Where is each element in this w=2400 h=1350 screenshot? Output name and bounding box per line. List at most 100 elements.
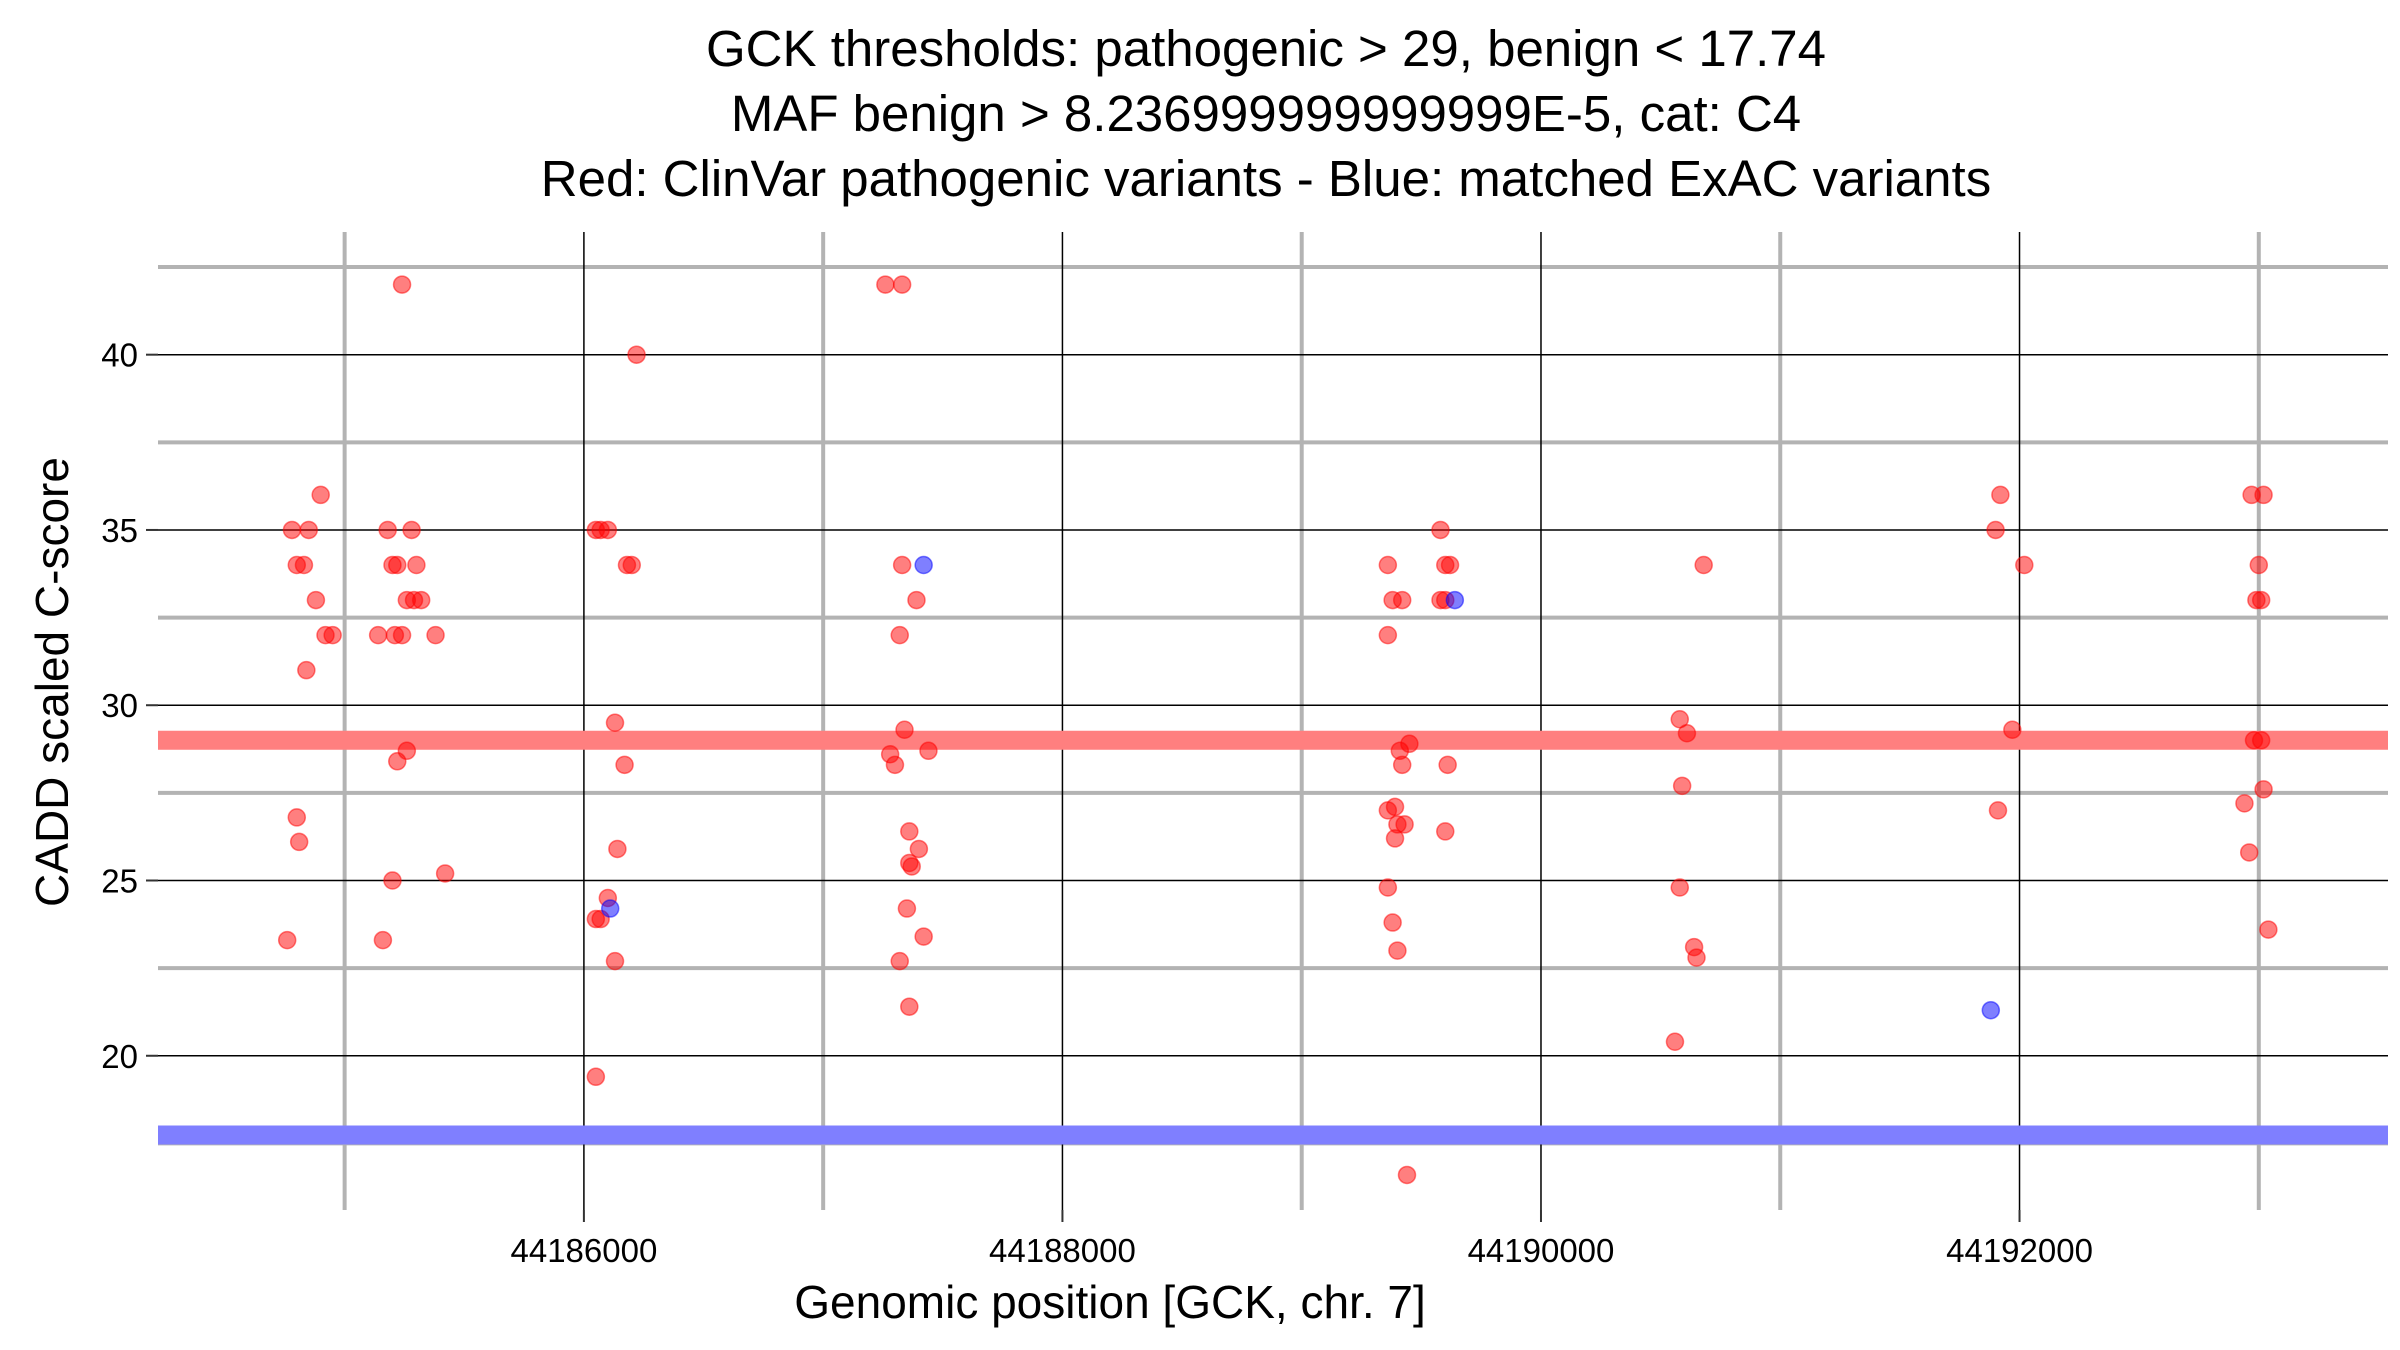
clinvar-pathogenic-variants-point [435, 864, 455, 883]
clinvar-pathogenic-variants-point [897, 899, 917, 918]
clinvar-pathogenic-variants-point [605, 713, 625, 733]
clinvar-pathogenic-variants-point [900, 997, 919, 1016]
x-tick-label: 44188000 [989, 1232, 1136, 1269]
x-axis-label: Genomic position [GCK, chr. 7] [794, 1276, 1426, 1328]
clinvar-pathogenic-variants-point [892, 275, 912, 294]
clinvar-pathogenic-variants-point [890, 951, 909, 971]
clinvar-pathogenic-variants-point [2249, 555, 2269, 575]
clinvar-pathogenic-variants-point [368, 625, 388, 645]
x-tick-label: 44186000 [510, 1232, 657, 1269]
clinvar-pathogenic-variants-point [885, 755, 905, 775]
clinvar-pathogenic-variants-point [1677, 724, 1697, 743]
clinvar-pathogenic-variants-point [1988, 801, 2008, 820]
clinvar-pathogenic-variants-point [2239, 843, 2259, 862]
clinvar-pathogenic-variants-point [287, 808, 307, 827]
clinvar-pathogenic-variants-point [1670, 878, 1690, 897]
clinvar-pathogenic-variants-point [378, 520, 397, 540]
clinvar-pathogenic-variants-point [385, 625, 405, 645]
clinvar-pathogenic-variants-point [402, 520, 421, 540]
clinvar-pathogenic-variants-point [919, 741, 938, 761]
clinvar-pathogenic-variants-point [1378, 555, 1398, 575]
clinvar-pathogenic-variants-point [1986, 520, 2005, 540]
clinvar-pathogenic-variants-point [2015, 555, 2034, 575]
clinvar-pathogenic-variants-point [2254, 485, 2273, 505]
data-points [277, 275, 2278, 1185]
clinvar-pathogenic-variants-point [890, 625, 909, 645]
clinvar-pathogenic-variants-point [622, 555, 642, 575]
clinvar-pathogenic-variants-point [876, 275, 895, 294]
x-axis-ticks: 44186000 44188000 44190000 44192000 [510, 1210, 2093, 1269]
clinvar-pathogenic-variants-point [426, 625, 445, 645]
clinvar-pathogenic-variants-point [2259, 920, 2278, 939]
clinvar-pathogenic-variants-point [608, 839, 627, 859]
clinvar-pathogenic-variants-point [297, 660, 316, 680]
clinvar-pathogenic-variants-point [392, 275, 412, 294]
y-axis-ticks: 20 25 30 35 40 [101, 337, 158, 1075]
y-tick-label: 20 [101, 1038, 138, 1075]
clinvar-pathogenic-variants-point [1397, 1165, 1417, 1185]
clinvar-pathogenic-variants-point [2003, 720, 2022, 740]
major-gridlines [158, 232, 2388, 1210]
clinvar-pathogenic-variants-point [902, 857, 921, 876]
clinvar-pathogenic-variants-point [323, 625, 342, 645]
clinvar-pathogenic-variants-point [892, 555, 912, 575]
clinvar-pathogenic-variants-point [900, 822, 919, 841]
clinvar-pathogenic-variants-point [282, 520, 302, 540]
clinvar-pathogenic-variants-point [2254, 780, 2273, 799]
clinvar-pathogenic-variants-point [909, 839, 929, 859]
clinvar-pathogenic-variants-point [411, 590, 431, 610]
clinvar-pathogenic-variants-point [1991, 485, 2010, 505]
clinvar-pathogenic-variants-point [306, 590, 326, 610]
clinvar-pathogenic-variants-point [373, 930, 393, 950]
clinvar-pathogenic-variants-point [299, 520, 318, 540]
matched-exac-variants-point [600, 899, 620, 918]
clinvar-pathogenic-variants-point [289, 832, 309, 852]
clinvar-pathogenic-variants-point [1385, 829, 1405, 848]
clinvar-pathogenic-variants-point [1378, 878, 1398, 897]
clinvar-pathogenic-variants-point [1395, 815, 1414, 834]
clinvar-pathogenic-variants-point [2251, 731, 2271, 750]
clinvar-pathogenic-variants-point [605, 951, 625, 971]
title-line-3: Red: ClinVar pathogenic variants - Blue:… [541, 150, 1991, 207]
clinvar-pathogenic-variants-point [383, 871, 402, 890]
minor-gridlines [158, 232, 2388, 1210]
clinvar-pathogenic-variants-point [277, 930, 297, 950]
y-axis-label: CADD scaled C-score [26, 457, 78, 907]
clinvar-pathogenic-variants-point [1438, 755, 1457, 775]
clinvar-pathogenic-variants-point [2251, 590, 2271, 610]
matched-exac-variants-point [914, 555, 933, 575]
clinvar-pathogenic-variants-point [1431, 520, 1450, 540]
clinvar-pathogenic-variants-point [1436, 822, 1455, 841]
threshold-lines [158, 730, 2388, 1145]
clinvar-pathogenic-variants-point [895, 720, 914, 740]
y-tick-label: 35 [101, 512, 138, 549]
matched-exac-variants-point [1981, 1000, 2001, 1020]
clinvar-pathogenic-variants-point [1392, 755, 1412, 775]
x-tick-label: 44190000 [1468, 1232, 1615, 1269]
clinvar-pathogenic-variants-point [388, 752, 407, 771]
clinvar-pathogenic-variants-point [914, 927, 933, 946]
clinvar-pathogenic-variants-point [1665, 1032, 1685, 1051]
clinvar-pathogenic-variants-point [1388, 941, 1407, 960]
y-tick-label: 25 [101, 862, 138, 899]
clinvar-pathogenic-variants-point [407, 555, 426, 575]
clinvar-pathogenic-variants-point [598, 520, 618, 540]
y-tick-label: 30 [101, 687, 138, 724]
clinvar-pathogenic-variants-point [294, 555, 314, 575]
y-tick-label: 40 [101, 337, 138, 374]
clinvar-pathogenic-variants-point [2235, 794, 2254, 813]
clinvar-pathogenic-variants-point [311, 485, 330, 505]
clinvar-pathogenic-variants-point [1383, 913, 1402, 932]
clinvar-pathogenic-variants-point [627, 345, 646, 364]
clinvar-pathogenic-variants-point [1378, 625, 1398, 645]
clinvar-pathogenic-variants-point [1672, 776, 1692, 796]
clinvar-pathogenic-variants-point [388, 555, 407, 575]
x-tick-label: 44192000 [1946, 1232, 2093, 1269]
clinvar-pathogenic-variants-point [1687, 948, 1706, 967]
clinvar-pathogenic-variants-point [907, 590, 926, 610]
clinvar-pathogenic-variants-point [586, 1067, 606, 1087]
chart-title: GCK thresholds: pathogenic > 29, benign … [541, 20, 1991, 207]
clinvar-pathogenic-variants-point [1385, 797, 1405, 817]
title-line-1: GCK thresholds: pathogenic > 29, benign … [706, 20, 1826, 77]
